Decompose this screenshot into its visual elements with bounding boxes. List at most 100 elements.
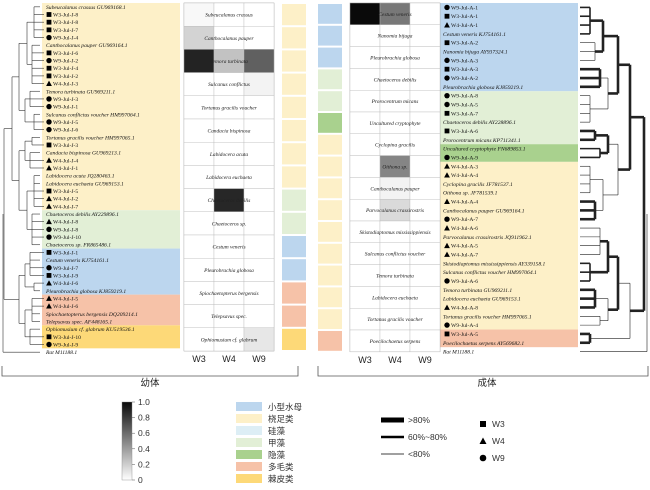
larva-heat-row-label: Telepsavus spec. [211, 314, 247, 320]
larva-leaf-label: Pleurobrachia globosa KJ859219.1 [45, 289, 126, 295]
larva-heat-cell [243, 141, 275, 166]
legend-group-label: 桡足类 [268, 414, 294, 424]
larva-leaf-label: W4-Jul-J-2 [53, 197, 78, 203]
larva-leaf-label: Tortanus gracilis voucher HM997065.1 [46, 135, 135, 141]
adult-leaf-label: Pleurobrachia globosa KJ859219.1 [442, 85, 523, 91]
larva-leaf-label: Subeucalanus crassus GU969168.1 [46, 5, 126, 11]
adult-heat-row-label: Chaetoceros debilis [374, 77, 417, 83]
larva-leaf-labels: Subeucalanus crassus GU969168.1 W3-Jul-J-… [45, 5, 140, 356]
larva-leaf-label: W9-Jul-J-3 [53, 97, 78, 103]
larva-heat-cell [243, 304, 275, 329]
larva-heat-col-label: W3 [192, 354, 206, 364]
larva-leaf-marker-square [46, 19, 52, 25]
adult-leaf-label: W9-Jul-A-8 [451, 94, 478, 100]
adult-leaf-marker-triangle [444, 22, 450, 28]
legend-swatch-cryptophyte [236, 450, 262, 459]
larva-heat-group-strip-copepod [282, 27, 306, 49]
larva-heat-row-label: Candacia bispinosa [208, 129, 251, 135]
larva-heat-group-strip-copepod [282, 120, 306, 142]
larva-heat-group-strip-green_algae [282, 212, 306, 234]
larva-heat-group-strip-jellyfish [282, 259, 306, 281]
larva-leaf-label: Labidocera euchaeta GU969153.1 [45, 181, 124, 187]
adult-heat-group-strip-jellyfish [318, 47, 342, 68]
legend-group-label: 棘皮类 [268, 474, 294, 484]
larva-leaf-marker-square [46, 273, 52, 278]
colorbar-tick-label: 0.8 [138, 413, 150, 423]
adult-heat-row-label: Tortanus gracilis voucher [367, 317, 423, 323]
legend-site-label: W9 [492, 453, 505, 463]
larva-leaf-label: Cestum veneris KJ754161.1 [46, 258, 109, 264]
larva-leaf-label: W9-Jul-J-8 [53, 227, 78, 233]
larva-heat-row-label: Chaetoceros debilis [208, 198, 251, 204]
larva-heat-cell [183, 304, 215, 329]
adult-leaf-marker-circle [444, 57, 450, 64]
adult-leaf-marker-triangle [444, 163, 450, 169]
adult-leaf-label: W9-Jul-A-9 [451, 155, 478, 161]
adult-heat-col-label: W9 [418, 355, 432, 365]
larva-leaf-label: W3-Jul-J-5 [53, 189, 78, 195]
adult-leaf-label: W3-Jul-A-7 [451, 111, 478, 117]
adult-band-jellyfish [440, 3, 578, 92]
larva-heat-group-strip-copepod [282, 73, 306, 95]
adult-leaf-marker-square [444, 110, 450, 116]
adult-heat-group-strip-copepod [318, 200, 342, 220]
larva-heat-group-strip-jellyfish [282, 236, 306, 258]
larva-leaf-label: Spiochaetopterus bergensis DQ209214.1 [46, 312, 138, 318]
adult-leaf-marker-triangle [444, 304, 450, 310]
larva-leaf-marker-triangle [46, 280, 52, 286]
larva-leaf-marker-circle [46, 341, 52, 348]
larva-heat-group-strip-polychaete [282, 305, 306, 327]
larva-leaf-label: Candacia bispinosa GU969213.1 [46, 151, 121, 157]
legend-swatch-polychaete [236, 462, 262, 471]
larva-leaf-label: W3-Jul-J-1 [53, 250, 78, 256]
adult-leaf-label: Nanomia bijuga AY937324.1 [442, 50, 508, 56]
larva-leaf-label: Labidocera acuta JQ280463.1 [45, 174, 115, 180]
larva-heat-cell [243, 211, 275, 236]
adult-leaf-marker-circle [444, 4, 450, 11]
adult-leaf-label: Temora turbinata GU969211.1 [443, 288, 512, 294]
larva-heat-cell [243, 49, 275, 73]
adult-leaf-marker-circle [444, 154, 450, 161]
adult-leaf-label: Oithona sp. JF781539.1 [443, 191, 498, 197]
larva-heat-row-label: Labidocera acuta [209, 152, 248, 158]
adult-leaf-label: W4-Jul-A-5 [451, 244, 478, 250]
larva-band-echinoderm [42, 325, 180, 349]
legend-support-label: <80% [408, 449, 430, 459]
larva-heat-row-label: Pleurobrachia globosa [203, 268, 254, 274]
adult-heat-col-label: W4 [388, 355, 402, 365]
adult-leaf-marker-circle [444, 216, 450, 222]
larva-heat-row-label: Labidocera euchaeta [205, 175, 252, 181]
adult-leaf-marker-circle [444, 278, 450, 284]
larva-leaf-marker-square [46, 50, 52, 56]
legend-group-label: 多毛类 [268, 462, 294, 472]
legend-swatch-echinoderm [236, 474, 262, 483]
legend-group-label: 小型水母 [268, 402, 302, 412]
adult-heat-cell [409, 2, 441, 25]
larva-band-jellyfish [42, 248, 180, 295]
adult-heat-group-strip-copepod [318, 134, 342, 155]
larva-leaf-marker-triangle [46, 157, 52, 163]
larva-leaf-label: W3-Jul-J-10 [53, 335, 81, 341]
adult-heat-group-strip-copepod [318, 309, 342, 329]
legend-site-marker-circle [479, 454, 487, 462]
larva-leaf-marker-circle [46, 226, 52, 233]
larva-leaf-label: Chaetoceros debilis AY229896.1 [46, 212, 119, 218]
larva-leaf-marker-square [46, 188, 52, 194]
larva-leaf-label: W4-Jul-J-1 [53, 166, 78, 172]
adult-heat-group-strip-copepod [318, 243, 342, 264]
larva-leaf-marker-square [46, 142, 52, 148]
adult-leaf-label: W4-Jul-A-8 [451, 305, 478, 311]
adult-leaf-label: W3-Jul-A-6 [451, 129, 478, 135]
larva-leaf-label: W9-Jul-J-1 [53, 105, 78, 111]
larva-heat-group-strip-copepod [282, 143, 306, 165]
adult-heat-row-label: Uncultured cryptophyte [369, 121, 421, 127]
adult-leaf-marker-square [444, 13, 450, 19]
legend-swatch-diatom [236, 426, 262, 435]
legend-support-label: >80% [408, 415, 430, 425]
larva-leaf-marker-square [46, 73, 52, 79]
adult-band-copepod [440, 161, 578, 330]
larva-leaf-label: W3-Jul-J-8 [53, 20, 78, 26]
adult-heat-row-label: Skistodiaptomus mississippiensis [359, 230, 430, 236]
larva-leaf-label: W9-Jul-J-7 [53, 266, 78, 272]
